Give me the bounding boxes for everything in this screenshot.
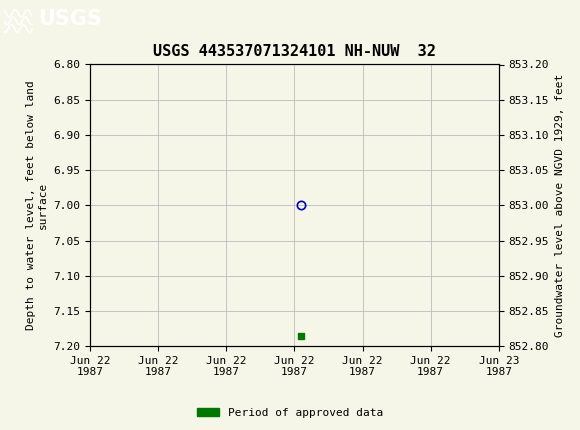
Text: USGS: USGS [38, 9, 102, 29]
Y-axis label: Groundwater level above NGVD 1929, feet: Groundwater level above NGVD 1929, feet [554, 74, 564, 337]
Title: USGS 443537071324101 NH-NUW  32: USGS 443537071324101 NH-NUW 32 [153, 44, 436, 59]
Y-axis label: Depth to water level, feet below land
surface: Depth to water level, feet below land su… [26, 80, 48, 330]
Legend: Period of approved data: Period of approved data [193, 403, 387, 422]
